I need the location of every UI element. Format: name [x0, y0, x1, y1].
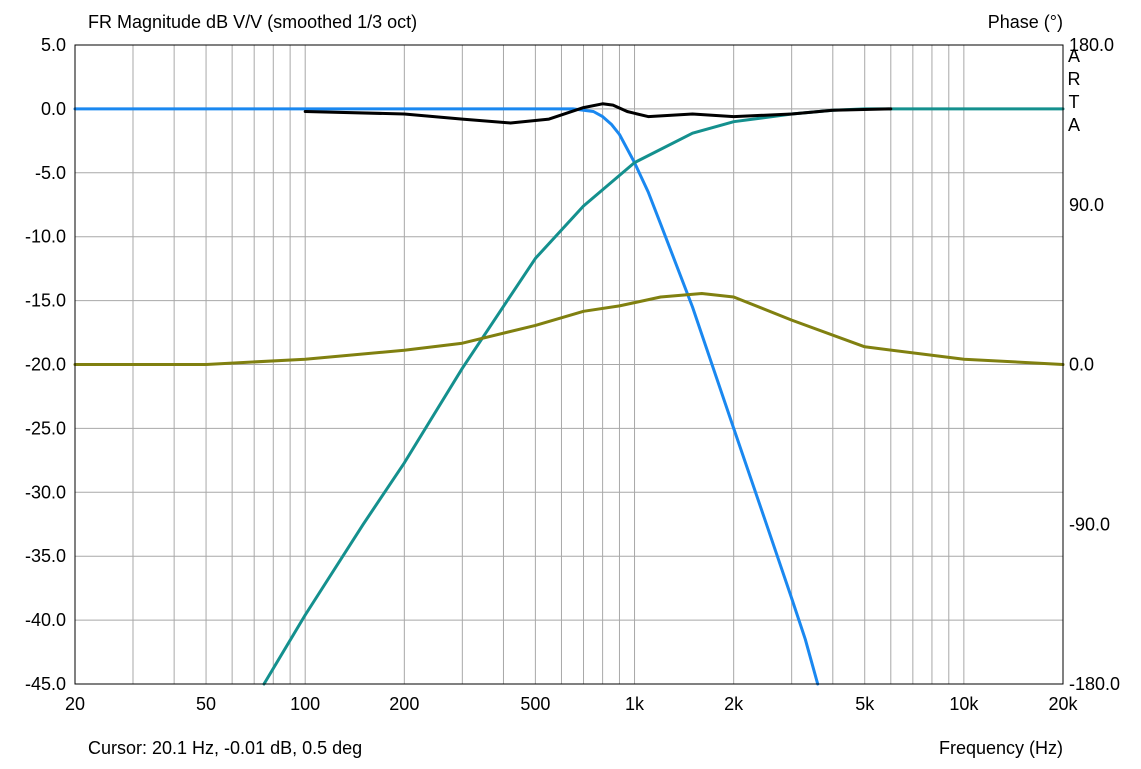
y-tick-label: -35.0 [25, 546, 66, 566]
y-tick-label: -5.0 [35, 163, 66, 183]
phase-tick-label: 180.0 [1069, 35, 1114, 55]
x-tick-label: 20 [65, 694, 85, 714]
phase-tick-label: 0.0 [1069, 355, 1094, 375]
series-line-3 [303, 102, 893, 125]
tick-label-layer: 20 50 100 200 500 1k 2k 5k 10k 20k 5.0 0.0 -5.0 -10.0… [25, 35, 1120, 714]
y-tick-label: -45.0 [25, 674, 66, 694]
x-tick-label: 20k [1048, 694, 1078, 714]
arta-brand-letter: T [1069, 92, 1080, 112]
y-tick-label: -15.0 [25, 291, 66, 311]
cursor-readout: Cursor: 20.1 Hz, -0.01 dB, 0.5 deg [88, 738, 362, 758]
arta-brand-letter: A [1068, 115, 1080, 135]
phase-axis-title: Phase (°) [988, 12, 1063, 32]
series-line-4 [73, 292, 1065, 366]
x-tick-label: 10k [949, 694, 979, 714]
y-tick-label: 5.0 [41, 35, 66, 55]
y-tick-label: -30.0 [25, 482, 66, 502]
x-tick-label: 500 [520, 694, 550, 714]
phase-tick-label: -90.0 [1069, 514, 1110, 534]
x-tick-label: 100 [290, 694, 320, 714]
series-layer [73, 102, 1065, 686]
y-tick-label: 0.0 [41, 99, 66, 119]
chart-title: FR Magnitude dB V/V (smoothed 1/3 oct) [88, 12, 417, 32]
y-tick-label: -10.0 [25, 227, 66, 247]
y-tick-label: -20.0 [25, 355, 66, 375]
x-tick-label: 200 [389, 694, 419, 714]
arta-brand-letter: R [1068, 69, 1081, 89]
x-tick-label: 5k [855, 694, 875, 714]
y-tick-label: -40.0 [25, 610, 66, 630]
x-tick-label: 2k [724, 694, 744, 714]
y-tick-label: -25.0 [25, 418, 66, 438]
grid-layer [75, 45, 1063, 684]
phase-tick-label: 90.0 [1069, 195, 1104, 215]
x-tick-label: 1k [625, 694, 645, 714]
plot-area-frame [74, 44, 1064, 685]
x-axis-label: Frequency (Hz) [939, 738, 1063, 758]
arta-brand-letter: A [1068, 46, 1080, 66]
x-tick-label: 50 [196, 694, 216, 714]
phase-tick-label: -180.0 [1069, 674, 1120, 694]
